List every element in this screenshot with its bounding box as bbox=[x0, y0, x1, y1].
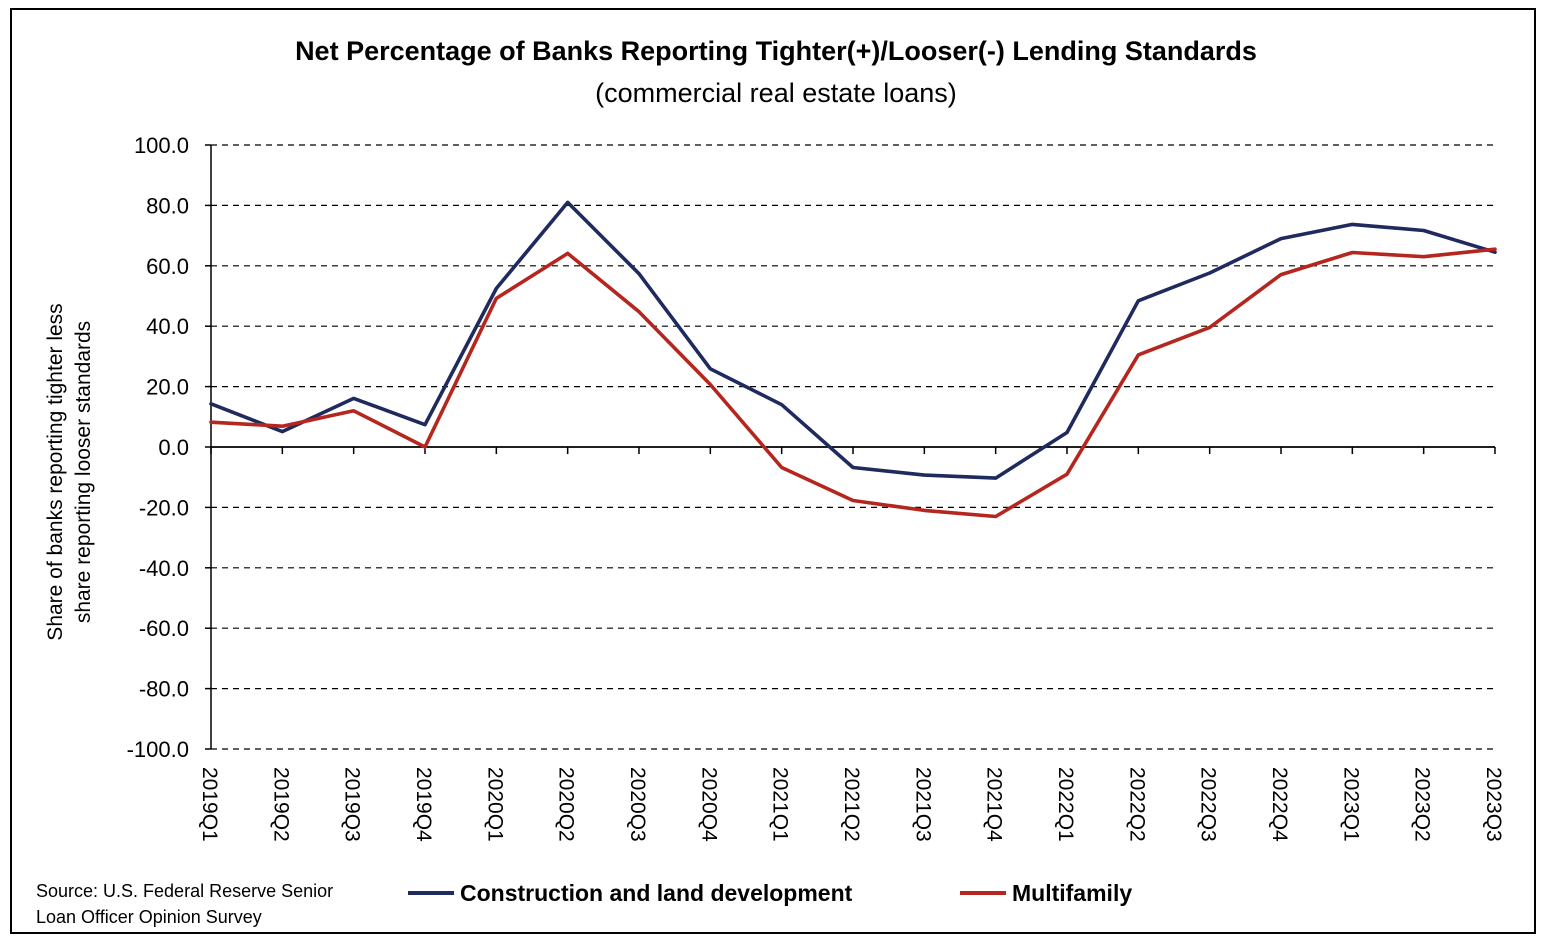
y-tick-label: -40.0 bbox=[139, 556, 189, 581]
legend-item-multifamily: Multifamily bbox=[960, 878, 1132, 908]
x-tick-label: 2022Q2 bbox=[1125, 767, 1148, 842]
legend-label-construction: Construction and land development bbox=[460, 879, 853, 906]
y-tick-label: 60.0 bbox=[146, 254, 189, 279]
x-tick-label: 2023Q1 bbox=[1339, 767, 1362, 842]
chart-subtitle: (commercial real estate loans) bbox=[595, 78, 957, 108]
source-note: Source: U.S. Federal Reserve Senior Loan… bbox=[36, 878, 333, 930]
y-tick-label: 100.0 bbox=[134, 133, 189, 158]
legend-swatch-construction bbox=[408, 891, 454, 895]
y-tick-label: -80.0 bbox=[139, 677, 189, 702]
x-tick-label: 2023Q3 bbox=[1482, 767, 1505, 842]
x-tick-label: 2020Q4 bbox=[697, 767, 720, 842]
x-tick-label: 2023Q2 bbox=[1411, 767, 1434, 842]
series-line-multifamily bbox=[209, 247, 1497, 519]
x-tick-label: 2019Q4 bbox=[412, 767, 435, 842]
chart-frame bbox=[10, 8, 1536, 934]
x-tick-label: 2021Q2 bbox=[840, 767, 863, 842]
y-tick-label: -20.0 bbox=[139, 495, 189, 520]
series-line-construction bbox=[209, 200, 1497, 480]
x-tick-label: 2019Q3 bbox=[341, 767, 364, 842]
legend-label-multifamily: Multifamily bbox=[1012, 879, 1133, 906]
x-tick-label: 2021Q3 bbox=[911, 767, 934, 842]
x-tick-label: 2020Q3 bbox=[626, 767, 649, 842]
y-tick-label: 20.0 bbox=[146, 375, 189, 400]
x-tick-label: 2019Q1 bbox=[198, 767, 221, 842]
y-tick-label: -60.0 bbox=[139, 616, 189, 641]
x-tick-label: 2022Q3 bbox=[1197, 767, 1220, 842]
source-line-2: Loan Officer Opinion Survey bbox=[36, 907, 262, 927]
source-line-1: Source: U.S. Federal Reserve Senior bbox=[36, 881, 334, 901]
x-tick-label: 2020Q2 bbox=[555, 767, 578, 842]
legend-item-construction: Construction and land development bbox=[408, 878, 852, 908]
legend-swatch-multifamily bbox=[960, 891, 1006, 895]
x-tick-label: 2021Q1 bbox=[769, 767, 792, 842]
y-tick-label: 0.0 bbox=[158, 435, 189, 460]
y-tick-label: 40.0 bbox=[146, 314, 189, 339]
y-tick-label: -100.0 bbox=[127, 737, 189, 762]
x-tick-label: 2019Q2 bbox=[269, 767, 292, 842]
y-tick-label: 80.0 bbox=[146, 193, 189, 218]
x-tick-label: 2021Q4 bbox=[983, 767, 1006, 842]
x-tick-label: 2022Q4 bbox=[1268, 767, 1291, 842]
x-tick-label: 2020Q1 bbox=[483, 767, 506, 842]
chart-title: Net Percentage of Banks Reporting Tighte… bbox=[295, 36, 1257, 66]
x-tick-label: 2022Q1 bbox=[1054, 767, 1077, 842]
